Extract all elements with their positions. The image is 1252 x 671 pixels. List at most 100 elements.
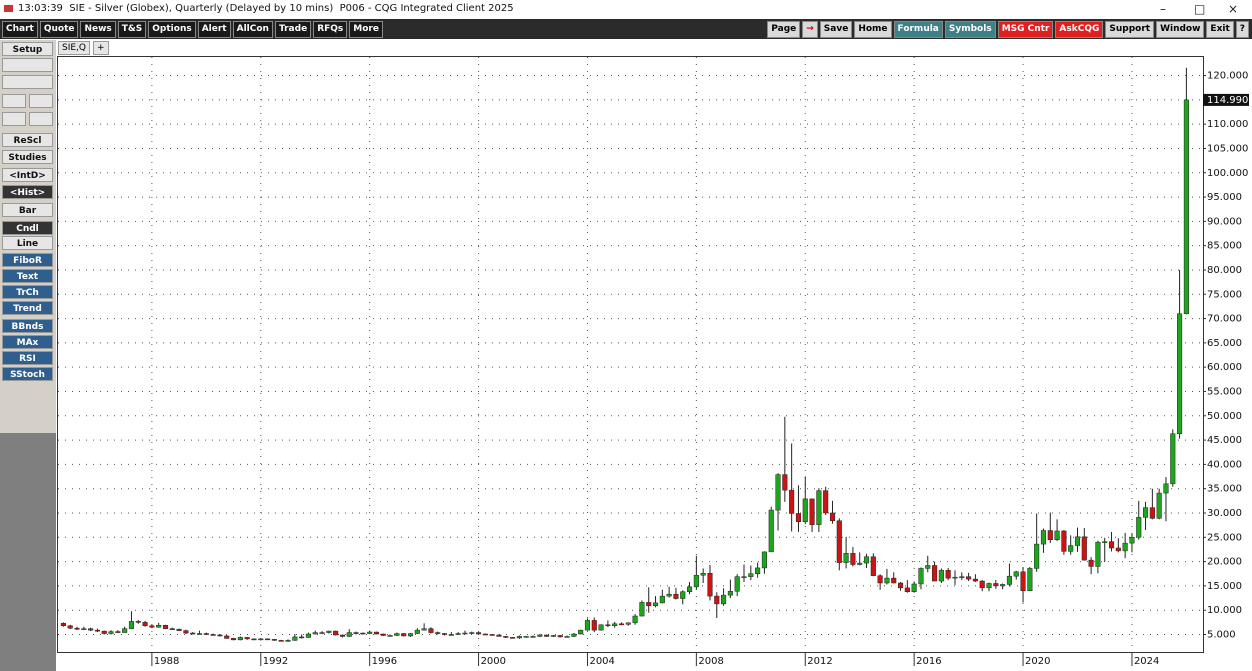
- sidebar-icon-button[interactable]: [29, 112, 53, 126]
- candle-body: [979, 580, 985, 589]
- minimize-button[interactable]: –: [1160, 2, 1166, 16]
- y-tick-label: 20.000: [1207, 557, 1242, 568]
- menu-button[interactable]: News: [80, 21, 116, 38]
- menu-button[interactable]: AskCQG: [1055, 21, 1104, 38]
- candle-body: [339, 634, 345, 637]
- menu-button[interactable]: ?: [1235, 21, 1249, 38]
- candle-body: [271, 639, 277, 641]
- sidebar-button[interactable]: RSI: [2, 351, 53, 365]
- sidebar-button[interactable]: Setup: [2, 42, 53, 56]
- page-arrow-button[interactable]: →: [802, 21, 818, 38]
- candle-body: [1149, 507, 1155, 519]
- menu-button[interactable]: Support: [1105, 21, 1155, 38]
- menu-button[interactable]: Alert: [197, 21, 231, 38]
- sidebar-button[interactable]: <IntD>: [2, 168, 53, 182]
- sidebar-button[interactable]: Trend: [2, 301, 53, 315]
- candle-body: [462, 632, 468, 635]
- sidebar-button[interactable]: Line: [2, 236, 53, 250]
- menu-button[interactable]: MSG Cntr: [997, 21, 1054, 38]
- candle-body: [945, 570, 951, 579]
- candle-body: [407, 633, 414, 637]
- candle-body: [176, 628, 182, 631]
- window-title: 13:03:39 SIE - Silver (Globex), Quarterl…: [18, 3, 514, 14]
- candle-body: [850, 553, 856, 565]
- menu-button[interactable]: Home: [854, 21, 892, 38]
- sidebar-icon-button[interactable]: [29, 94, 53, 108]
- sidebar-icon-button[interactable]: [2, 94, 26, 108]
- candle-body: [1115, 547, 1121, 552]
- menu-button[interactable]: Page: [767, 21, 801, 38]
- menu-bar: Chart Quote News T&S Options Alert AllCon Trade…: [0, 19, 1252, 39]
- candle-body: [972, 578, 978, 582]
- x-tick-label: 1992: [263, 656, 288, 667]
- candle-body: [1143, 507, 1149, 518]
- sidebar-button[interactable]: <Hist>: [2, 185, 53, 199]
- candle-body: [795, 513, 802, 522]
- candle-body: [448, 634, 454, 636]
- candle-body: [428, 628, 434, 633]
- candle-body: [918, 568, 924, 585]
- menu-button[interactable]: AllCon: [232, 21, 273, 38]
- y-tick-label: 95.000: [1207, 192, 1242, 203]
- candle-body: [1068, 545, 1074, 552]
- sidebar-button[interactable]: Studies: [2, 150, 53, 164]
- candle-body: [1020, 571, 1026, 592]
- add-tab[interactable]: +: [93, 41, 109, 55]
- sidebar-button[interactable]: SStoch: [2, 367, 53, 381]
- candle-body: [210, 634, 216, 636]
- menu-button[interactable]: RFQs: [313, 21, 348, 38]
- sidebar-button[interactable]: Bar: [2, 203, 53, 217]
- candle-body: [1163, 483, 1169, 494]
- menu-button[interactable]: Formula: [893, 21, 943, 38]
- candle-body: [149, 625, 155, 628]
- app-icon: [4, 5, 13, 12]
- sidebar-icon-button[interactable]: [2, 58, 53, 72]
- candle-body: [292, 636, 298, 641]
- menu-button[interactable]: Exit: [1206, 21, 1234, 38]
- menu-button[interactable]: Quote: [39, 21, 79, 38]
- maximize-button[interactable]: □: [1194, 2, 1206, 16]
- y-tick-label: 40.000: [1207, 459, 1242, 470]
- menu-button[interactable]: T&S: [117, 21, 147, 38]
- sidebar-icon-button[interactable]: [2, 75, 53, 89]
- candle-body: [1013, 571, 1019, 577]
- menu-button[interactable]: More: [349, 21, 383, 38]
- menu-button[interactable]: Window: [1156, 21, 1205, 38]
- sidebar-button[interactable]: Cndl: [2, 221, 53, 235]
- sidebar-button[interactable]: FiboR: [2, 253, 53, 267]
- close-button[interactable]: ×: [1228, 2, 1239, 16]
- sidebar-button[interactable]: ReScl: [2, 133, 53, 147]
- candle-body: [108, 631, 114, 634]
- candle-body: [857, 562, 863, 565]
- candle-body: [591, 620, 597, 631]
- sidebar-button[interactable]: BBnds: [2, 319, 53, 333]
- menu-button[interactable]: Symbols: [944, 21, 996, 38]
- sidebar-icon-button[interactable]: [2, 112, 26, 126]
- menu-button[interactable]: Trade: [274, 21, 312, 38]
- candle-body: [870, 556, 876, 576]
- candle-body: [312, 632, 318, 635]
- candle-body: [959, 576, 965, 578]
- sidebar-button[interactable]: TrCh: [2, 285, 53, 299]
- candle-body: [578, 629, 584, 635]
- sidebar-button[interactable]: MAx: [2, 335, 53, 349]
- candle-body: [156, 625, 162, 628]
- candle-body: [809, 498, 815, 525]
- candle-body: [489, 634, 495, 636]
- menu-button[interactable]: Chart: [2, 21, 38, 38]
- candle-body: [128, 621, 135, 629]
- sidebar-button[interactable]: Text: [2, 269, 53, 283]
- chart-tab[interactable]: SIE,Q: [58, 41, 90, 55]
- menu-button[interactable]: Options: [148, 21, 196, 38]
- menu-button[interactable]: Save: [819, 21, 853, 38]
- candle-body: [319, 632, 325, 634]
- candle-body: [244, 637, 250, 640]
- candle-body: [441, 633, 448, 635]
- menu-right: Page → Save Home Formula Symbols MSG Cntr AskCQ…: [767, 21, 1249, 38]
- candle-body: [652, 602, 659, 607]
- candle-body: [196, 633, 203, 635]
- x-tick-label: 2016: [916, 656, 941, 667]
- candle-body: [299, 636, 305, 639]
- candle-body: [816, 490, 822, 525]
